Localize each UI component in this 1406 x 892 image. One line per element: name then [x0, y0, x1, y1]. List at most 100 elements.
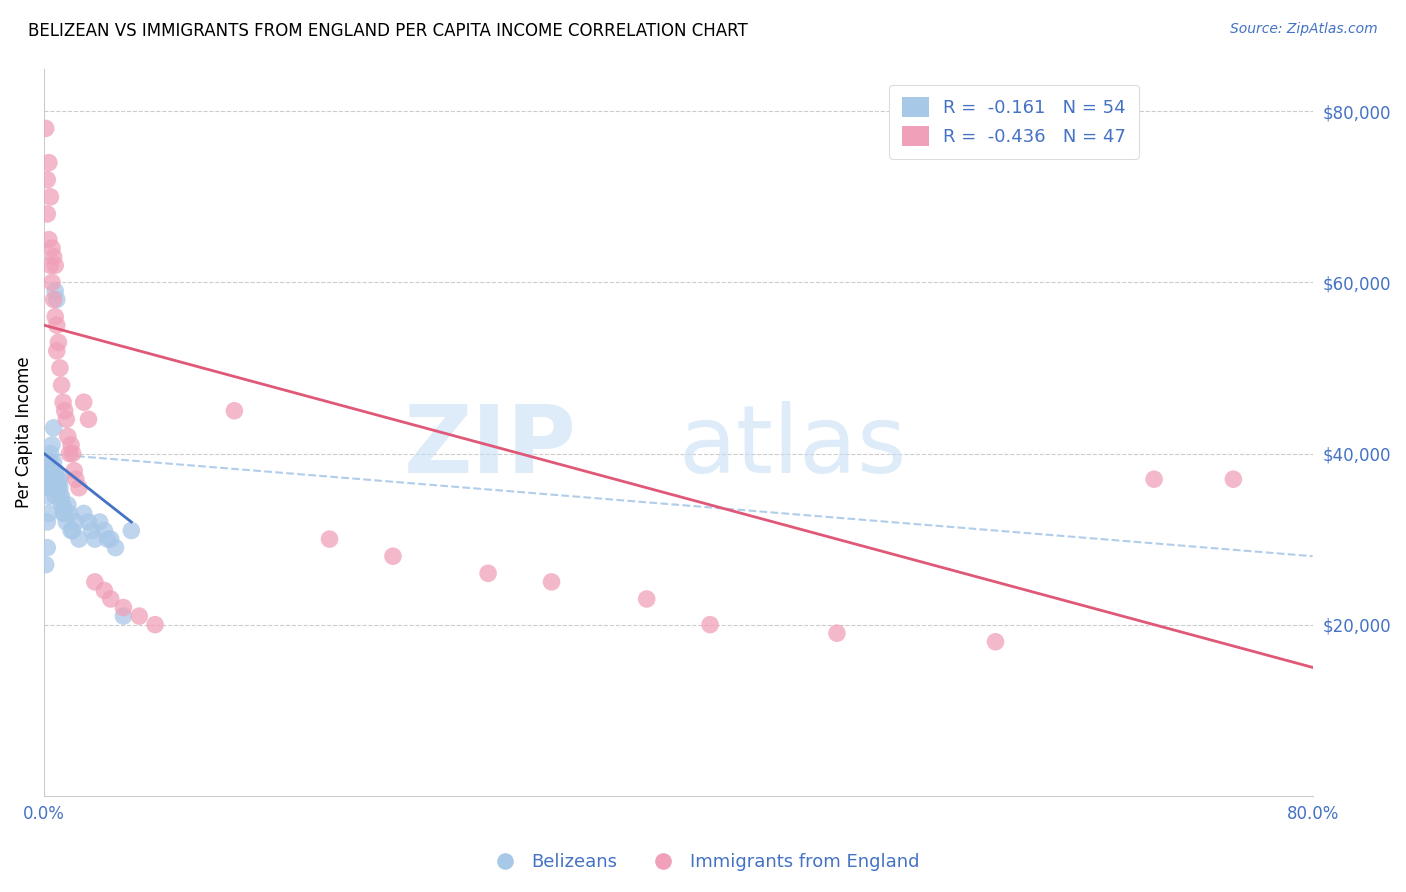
Point: [49, 361, 72, 376]
Point: [52, 507, 75, 521]
Point: [37, 541, 59, 555]
Point: [48, 481, 70, 495]
Point: [38, 155, 60, 169]
Point: [699, 617, 721, 632]
Point: [45, 318, 67, 333]
Point: [38, 481, 60, 495]
Point: [37, 207, 59, 221]
Point: [67, 481, 90, 495]
Point: [45, 472, 67, 486]
Point: [49, 489, 72, 503]
Point: [62, 446, 84, 460]
Point: [53, 507, 76, 521]
Point: [58, 446, 80, 460]
Legend: Belizeans, Immigrants from England: Belizeans, Immigrants from England: [479, 847, 927, 879]
Point: [42, 472, 65, 486]
Point: [381, 549, 404, 564]
Point: [51, 489, 73, 503]
Point: [41, 241, 63, 255]
Point: [41, 481, 63, 495]
Y-axis label: Per Capita Income: Per Capita Income: [15, 356, 32, 508]
Point: [44, 310, 66, 324]
Point: [42, 481, 65, 495]
Point: [48, 472, 70, 486]
Point: [128, 609, 150, 624]
Text: atlas: atlas: [678, 401, 907, 492]
Point: [62, 524, 84, 538]
Point: [143, 617, 166, 632]
Point: [39, 464, 62, 478]
Point: [540, 574, 562, 589]
Text: BELIZEAN VS IMMIGRANTS FROM ENGLAND PER CAPITA INCOME CORRELATION CHART: BELIZEAN VS IMMIGRANTS FROM ENGLAND PER …: [28, 22, 748, 40]
Point: [51, 378, 73, 392]
Point: [49, 472, 72, 486]
Point: [120, 524, 142, 538]
Point: [58, 507, 80, 521]
Point: [44, 464, 66, 478]
Point: [42, 455, 65, 469]
Point: [39, 455, 62, 469]
Point: [1143, 472, 1166, 486]
Point: [38, 233, 60, 247]
Point: [52, 395, 75, 409]
Point: [93, 583, 115, 598]
Point: [41, 472, 63, 486]
Point: [1222, 472, 1244, 486]
Point: [39, 472, 62, 486]
Point: [60, 524, 83, 538]
Point: [100, 532, 122, 546]
Point: [80, 524, 103, 538]
Point: [45, 293, 67, 307]
Point: [89, 515, 111, 529]
Point: [60, 438, 83, 452]
Text: Source: ZipAtlas.com: Source: ZipAtlas.com: [1230, 22, 1378, 37]
Point: [35, 558, 58, 572]
Point: [44, 258, 66, 272]
Point: [42, 464, 65, 478]
Point: [112, 600, 135, 615]
Point: [56, 498, 79, 512]
Point: [63, 464, 86, 478]
Point: [83, 574, 105, 589]
Point: [45, 481, 67, 495]
Point: [825, 626, 848, 640]
Point: [636, 591, 658, 606]
Point: [39, 258, 62, 272]
Point: [83, 532, 105, 546]
Legend: R =  -0.161   N = 54, R =  -0.436   N = 47: R = -0.161 N = 54, R = -0.436 N = 47: [889, 85, 1139, 159]
Point: [39, 446, 62, 460]
Point: [39, 190, 62, 204]
Point: [41, 438, 63, 452]
Point: [52, 498, 75, 512]
Point: [104, 541, 127, 555]
Point: [42, 250, 65, 264]
Point: [53, 403, 76, 417]
Point: [984, 634, 1007, 648]
Point: [55, 412, 77, 426]
Point: [55, 515, 77, 529]
Point: [73, 507, 96, 521]
Point: [77, 412, 100, 426]
Point: [51, 498, 73, 512]
Point: [67, 532, 90, 546]
Point: [224, 403, 246, 417]
Point: [112, 609, 135, 624]
Point: [65, 472, 87, 486]
Point: [37, 515, 59, 529]
Point: [41, 276, 63, 290]
Point: [477, 566, 499, 581]
Point: [73, 395, 96, 409]
Point: [35, 121, 58, 136]
Point: [56, 429, 79, 443]
Point: [100, 591, 122, 606]
Point: [42, 293, 65, 307]
Point: [49, 481, 72, 495]
Point: [44, 284, 66, 298]
Point: [93, 524, 115, 538]
Point: [318, 532, 340, 546]
Point: [96, 532, 118, 546]
Point: [77, 515, 100, 529]
Point: [48, 335, 70, 350]
Point: [42, 421, 65, 435]
Point: [38, 489, 60, 503]
